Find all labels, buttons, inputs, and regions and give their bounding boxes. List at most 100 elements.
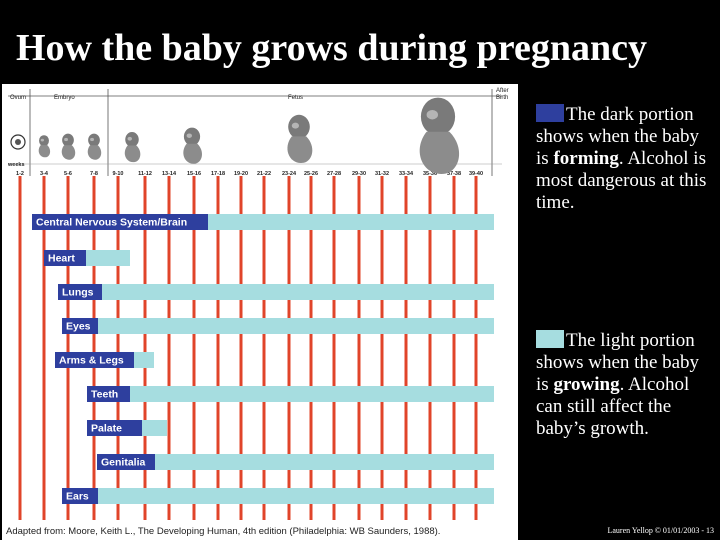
forming-bar xyxy=(55,352,134,368)
embryo-figure xyxy=(61,133,76,160)
embryo-eye-region xyxy=(291,122,299,129)
forming-bar xyxy=(62,488,98,504)
source-credit: Adapted from: Moore, Keith L., The Devel… xyxy=(6,526,441,537)
embryo-body xyxy=(419,131,460,174)
organ-row: Heart xyxy=(44,250,130,266)
growing-bar xyxy=(130,386,494,402)
organ-label: Lungs xyxy=(62,287,94,299)
embryo-illustrations xyxy=(10,97,460,174)
week-tick-label: 3-4 xyxy=(40,171,49,177)
growing-bar xyxy=(208,214,494,230)
week-tick-label: 7-8 xyxy=(90,171,98,177)
embryo-body xyxy=(287,136,313,164)
embryo-eye-region xyxy=(40,138,44,142)
legend-light: The light portion shows when the baby is… xyxy=(536,330,712,440)
forming-bar xyxy=(32,214,208,230)
chart-header: Ovum Embryo Fetus After Birth weeks 1-2 3-4 5-6 7… xyxy=(7,88,509,177)
embryo-head xyxy=(39,135,49,147)
embryo-body xyxy=(87,145,102,160)
stage-label: After Birth xyxy=(496,88,509,101)
embryo-body xyxy=(183,143,202,164)
week-tick-label: 31-32 xyxy=(375,171,389,177)
week-tick-label: 37-38 xyxy=(447,171,461,177)
embryo-body xyxy=(38,145,51,158)
organ-label: Arms & Legs xyxy=(59,355,124,367)
legend-dark-pre: The dark portion shows when the baby is xyxy=(536,104,700,169)
embryo-eye-region xyxy=(127,136,132,141)
light-swatch xyxy=(536,330,564,348)
embryo-eye-region xyxy=(426,109,438,120)
organ-label: Teeth xyxy=(91,389,118,401)
embryo-eye-region xyxy=(64,137,68,142)
organ-row: Teeth xyxy=(87,386,494,402)
organ-label: Eyes xyxy=(66,321,91,333)
forming-bar xyxy=(87,386,130,402)
week-tick-label: 33-34 xyxy=(399,171,414,177)
organ-label: Genitalia xyxy=(101,457,146,469)
organ-row: Genitalia xyxy=(97,454,494,470)
forming-bar xyxy=(58,284,102,300)
forming-bar xyxy=(97,454,155,470)
organ-label: Heart xyxy=(48,253,75,265)
week-tick-label: 23-24 xyxy=(282,171,297,177)
slide-title: How the baby grows during pregnancy xyxy=(16,27,647,69)
stage-label: Embryo xyxy=(54,95,75,101)
week-tick-label: 29-30 xyxy=(352,171,366,177)
organ-row: Central Nervous System/Brain xyxy=(32,214,494,230)
stage-label: Fetus xyxy=(288,95,303,101)
embryo-head xyxy=(125,132,139,147)
growing-bar xyxy=(155,454,494,470)
ovum-nucleus xyxy=(15,139,21,145)
forming-bar xyxy=(44,250,86,266)
embryo-figure xyxy=(419,97,460,174)
forming-bar xyxy=(62,318,98,334)
week-tick-label: 13-14 xyxy=(162,171,177,177)
embryo-figure xyxy=(124,132,141,163)
forming-bar xyxy=(87,420,142,436)
growing-bar xyxy=(98,318,494,334)
legend-light-post: . Alcohol can still affect the baby’s gr… xyxy=(536,374,690,439)
embryo-head xyxy=(88,133,100,147)
organ-label: Ears xyxy=(66,491,89,503)
organ-row: Eyes xyxy=(62,318,494,334)
stage-label: Ovum xyxy=(10,95,26,101)
organ-bars: Central Nervous System/Brain Heart Lungs Ey… xyxy=(32,214,494,504)
embryo-figure xyxy=(183,127,202,164)
organ-row: Palate xyxy=(87,420,167,436)
week-tick-label: 39-40 xyxy=(469,171,483,177)
week-tick-label: 27-28 xyxy=(327,171,341,177)
organ-label: Palate xyxy=(91,423,122,435)
organ-row: Lungs xyxy=(58,284,494,300)
embryo-figure xyxy=(287,114,313,164)
embryo-body xyxy=(61,145,76,160)
week-tick-label: 1-2 xyxy=(16,171,24,177)
week-tick-label: 15-16 xyxy=(187,171,201,177)
credit-bar xyxy=(2,524,518,540)
legend-light-keyword: growing xyxy=(553,374,620,395)
dark-swatch xyxy=(536,104,564,122)
legend-dark-keyword: forming xyxy=(553,148,619,169)
weeks-label: weeks xyxy=(7,162,25,168)
embryo-eye-region xyxy=(90,137,94,142)
embryo-head xyxy=(183,127,201,146)
embryo-eye-region xyxy=(186,133,192,138)
embryo-figure xyxy=(38,135,51,158)
development-chart-svg: Ovum Embryo Fetus After Birth weeks 1-2 3-4 5-6 7… xyxy=(7,88,509,520)
organ-row: Ears xyxy=(62,488,494,504)
development-chart: Ovum Embryo Fetus After Birth weeks 1-2 3-4 5-6 7… xyxy=(2,84,518,540)
organ-row: Arms & Legs xyxy=(55,352,154,368)
week-tick-label: 5-6 xyxy=(64,171,72,177)
week-tick-label: 35-36 xyxy=(423,171,437,177)
footer-credit: Lauren Yellop © 01/01/2003 - 13 xyxy=(607,526,714,535)
growing-bar xyxy=(134,352,154,368)
week-tick-label: 25-26 xyxy=(304,171,318,177)
legend-dark: The dark portion shows when the baby is … xyxy=(536,104,712,214)
ovum-illustration xyxy=(10,134,26,150)
embryo-head xyxy=(62,133,74,147)
embryo-body xyxy=(124,145,141,163)
week-tick-label: 9-10 xyxy=(112,171,123,177)
embryo-head xyxy=(288,114,310,139)
growing-bar xyxy=(86,250,130,266)
legend-dark-post: . Alcohol is most dangerous at this time… xyxy=(536,148,707,213)
week-tick-label: 17-18 xyxy=(211,171,225,177)
